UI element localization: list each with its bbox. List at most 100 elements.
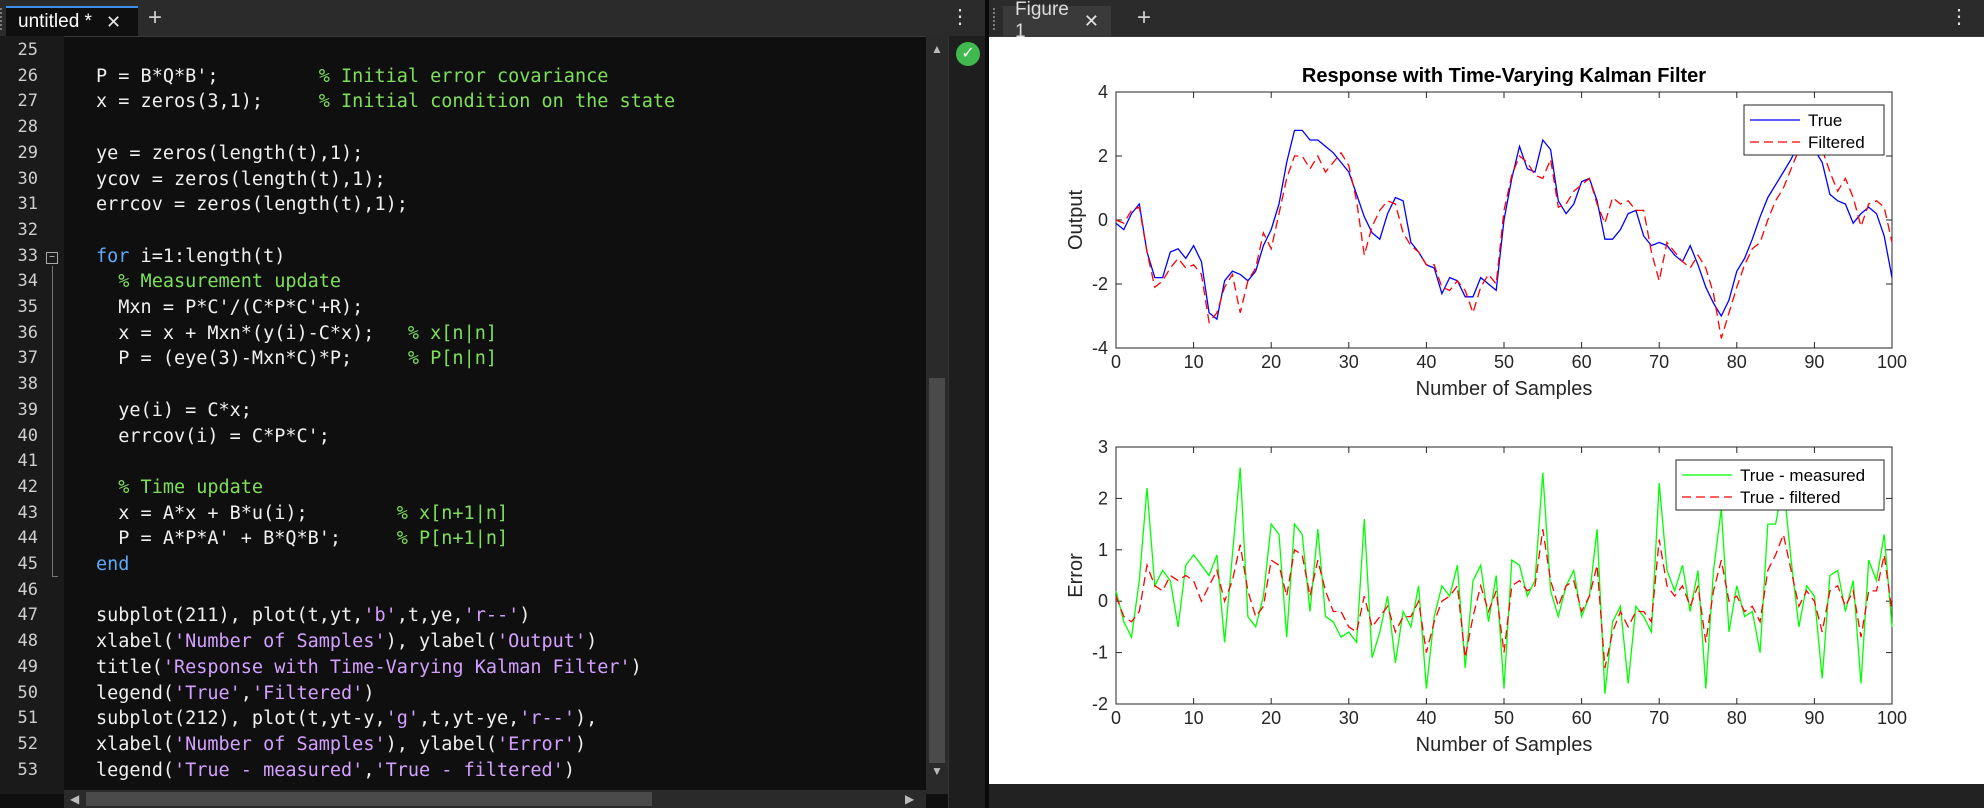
scroll-up-icon[interactable]: ▲ xyxy=(931,42,943,56)
close-icon[interactable]: ✕ xyxy=(105,11,122,32)
fold-guide xyxy=(52,266,53,576)
code-text: ) xyxy=(574,733,587,755)
line-number: 45 xyxy=(17,554,38,574)
code-string: 'True' xyxy=(173,682,241,704)
code-string: 'True - filtered' xyxy=(374,759,564,781)
x-tick-label: 20 xyxy=(1261,708,1281,728)
code-line[interactable]: P = (eye(3)-Mxn*C)*P; % P[n|n] xyxy=(96,348,497,369)
code-line[interactable]: P = B*Q*B'; % Initial error covariance xyxy=(96,66,608,87)
code-text: P = B*Q*B'; xyxy=(96,65,319,87)
x-tick-label: 0 xyxy=(1111,352,1121,372)
x-tick-label: 30 xyxy=(1339,708,1359,728)
x-tick-label: 50 xyxy=(1494,352,1514,372)
tab-label: Figure 1 xyxy=(1015,0,1069,42)
code-line[interactable]: for i=1:length(t) xyxy=(96,246,285,267)
panel-divider[interactable] xyxy=(985,0,989,808)
code-line[interactable]: xlabel('Number of Samples'), ylabel('Err… xyxy=(96,734,586,755)
code-text: i=1:length(t) xyxy=(129,245,286,267)
code-line[interactable]: ye = zeros(length(t),1); xyxy=(96,143,363,164)
x-tick-label: 80 xyxy=(1727,708,1747,728)
horizontal-scroll-thumb[interactable] xyxy=(86,792,652,806)
more-options-icon[interactable]: ⋮ xyxy=(950,6,970,28)
code-line[interactable]: end xyxy=(96,554,129,575)
line-number: 52 xyxy=(17,733,38,754)
panel-grip-icon[interactable] xyxy=(993,8,999,30)
code-text: errcov = zeros(length(t),1); xyxy=(96,194,408,216)
code-text: ,t,ye, xyxy=(396,605,464,627)
scroll-right-icon[interactable]: ▶ xyxy=(905,792,915,806)
code-line[interactable]: ycov = zeros(length(t),1); xyxy=(96,169,386,190)
scroll-down-icon[interactable]: ▼ xyxy=(931,764,943,778)
code-keyword: for xyxy=(96,245,130,267)
code-line[interactable]: % Time update xyxy=(96,477,263,498)
tab-figure-1[interactable]: Figure 1 ✕ xyxy=(1003,0,1111,42)
code-comment: % Initial condition on the state xyxy=(318,91,676,113)
x-axis-label: Number of Samples xyxy=(1416,734,1593,756)
panel-grip-icon[interactable] xyxy=(0,8,6,30)
code-string: 'Error' xyxy=(496,733,575,755)
code-text: subplot(211), plot(t,yt, xyxy=(96,605,364,627)
x-tick-label: 80 xyxy=(1727,352,1747,372)
code-line[interactable]: subplot(211), plot(t,yt,'b',t,ye,'r--') xyxy=(96,605,530,626)
code-string: 'r--' xyxy=(519,708,575,730)
code-line[interactable]: P = A*P*A' + B*Q*B'; % P[n+1|n] xyxy=(96,528,508,549)
code-line[interactable]: x = x + Mxn*(y(i)-C*x); % x[n|n] xyxy=(96,323,497,344)
scroll-left-icon[interactable]: ◀ xyxy=(70,792,80,806)
code-line[interactable]: legend('True','Filtered') xyxy=(96,683,374,704)
code-text: legend( xyxy=(96,759,174,781)
code-text: errcov(i) = C*P*C'; xyxy=(96,425,330,447)
code-line[interactable]: xlabel('Number of Samples'), ylabel('Out… xyxy=(96,631,597,652)
code-line[interactable]: title('Response with Time-Varying Kalman… xyxy=(96,657,642,678)
line-number: 46 xyxy=(17,579,38,600)
line-number: 30 xyxy=(17,168,38,189)
code-line[interactable]: x = A*x + B*u(i); % x[n+1|n] xyxy=(96,503,508,524)
check-circle-icon[interactable]: ✓ xyxy=(956,42,980,66)
x-tick-label: 10 xyxy=(1184,708,1204,728)
code-editor[interactable]: P = B*Q*B'; % Initial error covariance x … xyxy=(64,36,920,794)
vertical-scroll-thumb[interactable] xyxy=(929,378,945,763)
line-number: 33 xyxy=(17,245,38,266)
line-number: 37 xyxy=(17,348,38,369)
code-comment: % Time update xyxy=(118,476,264,498)
series-line-filtered xyxy=(1115,142,1893,339)
x-tick-label: 10 xyxy=(1184,352,1204,372)
code-line[interactable]: ye(i) = C*x; xyxy=(96,400,252,421)
legend-label: True - measured xyxy=(1740,466,1865,485)
legend-box xyxy=(1743,104,1885,156)
line-number: 50 xyxy=(17,682,38,703)
y-tick-label: 1 xyxy=(1098,540,1108,560)
x-tick-label: 0 xyxy=(1111,708,1121,728)
code-string: 'Filtered' xyxy=(251,682,364,704)
code-line[interactable]: errcov = zeros(length(t),1); xyxy=(96,194,408,215)
code-line[interactable]: subplot(212), plot(t,yt-y,'g',t,yt-ye,'r… xyxy=(96,708,597,729)
series-line-true xyxy=(1115,129,1893,321)
code-line[interactable]: legend('True - measured','True - filtere… xyxy=(96,760,575,781)
x-tick-label: 60 xyxy=(1572,708,1592,728)
line-number: 47 xyxy=(17,605,38,626)
code-line[interactable]: errcov(i) = C*P*C'; xyxy=(96,426,330,447)
add-tab-icon[interactable]: + xyxy=(1137,4,1152,31)
tab-untitled[interactable]: untitled * ✕ xyxy=(6,6,138,36)
close-icon[interactable]: ✕ xyxy=(1083,10,1099,31)
code-line[interactable]: Mxn = P*C'/(C*P*C'+R); xyxy=(96,297,363,318)
x-tick-label: 90 xyxy=(1804,708,1824,728)
code-comment: % x[n|n] xyxy=(407,322,497,344)
code-text: P = (eye(3)-Mxn*C)*P; xyxy=(96,348,408,370)
add-tab-icon[interactable]: + xyxy=(148,4,163,31)
code-line[interactable]: % Measurement update xyxy=(96,271,341,292)
more-options-icon[interactable]: ⋮ xyxy=(1949,6,1969,28)
y-axis-label: Error xyxy=(1065,553,1087,598)
series-line-true-measured xyxy=(1115,467,1893,694)
figure-canvas[interactable]: 0 10 20 30 40 50 60 70 80 90 100 -4 -2 0 2 4 Response wi… xyxy=(989,37,1984,784)
fold-collapse-icon[interactable]: − xyxy=(46,252,58,264)
code-analyzer-strip xyxy=(948,36,985,808)
line-number: 29 xyxy=(17,142,38,163)
y-tick-label: 0 xyxy=(1098,591,1108,611)
code-text: ), xyxy=(574,708,598,730)
code-text: Mxn = P*C'/(C*P*C'+R); xyxy=(96,297,364,318)
code-line[interactable]: x = zeros(3,1); % Initial condition on t… xyxy=(96,91,675,112)
code-string: 'Output' xyxy=(496,631,587,653)
x-tick-label: 60 xyxy=(1572,352,1592,372)
code-text xyxy=(96,477,118,498)
